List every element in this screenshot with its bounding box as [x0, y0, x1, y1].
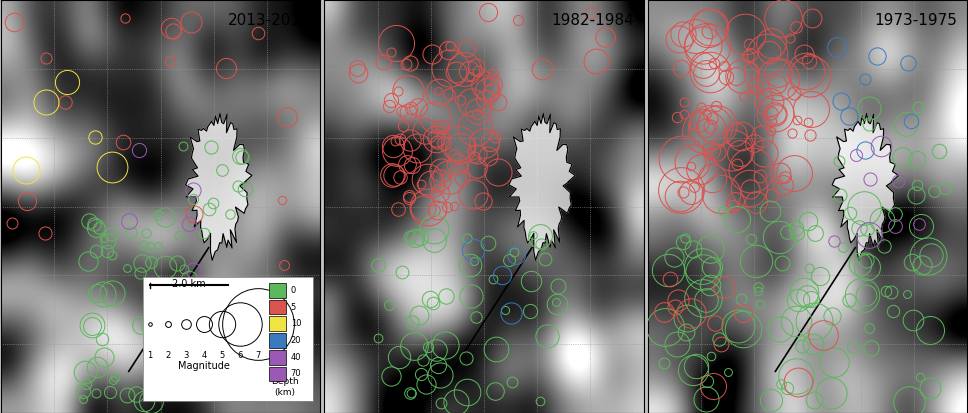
- Bar: [268, 316, 286, 331]
- Text: 2: 2: [166, 351, 170, 360]
- Text: 10: 10: [290, 319, 301, 328]
- Polygon shape: [186, 114, 252, 260]
- Text: 6: 6: [238, 351, 243, 360]
- Text: 1973-1975: 1973-1975: [874, 13, 957, 28]
- Text: 4: 4: [201, 351, 207, 360]
- Text: 0: 0: [290, 286, 296, 295]
- Text: 2013-2015: 2013-2015: [228, 13, 311, 28]
- Bar: [268, 350, 286, 365]
- Text: 2.0 km: 2.0 km: [172, 279, 206, 289]
- Bar: [268, 333, 286, 348]
- Bar: [268, 300, 286, 315]
- Text: 70: 70: [290, 370, 301, 378]
- Text: 20: 20: [290, 336, 301, 345]
- Bar: [268, 283, 286, 298]
- Text: 3: 3: [184, 351, 189, 360]
- Text: 7: 7: [256, 351, 261, 360]
- Polygon shape: [832, 114, 898, 260]
- Text: 5: 5: [220, 351, 225, 360]
- Text: 5: 5: [290, 303, 296, 311]
- Text: 1982-1984: 1982-1984: [552, 13, 634, 28]
- Polygon shape: [509, 114, 575, 260]
- Bar: [268, 367, 286, 382]
- Text: 1: 1: [147, 351, 153, 360]
- Text: 40: 40: [290, 353, 301, 362]
- Text: Magnitude: Magnitude: [178, 361, 230, 371]
- Text: Depth
(km): Depth (km): [271, 377, 298, 397]
